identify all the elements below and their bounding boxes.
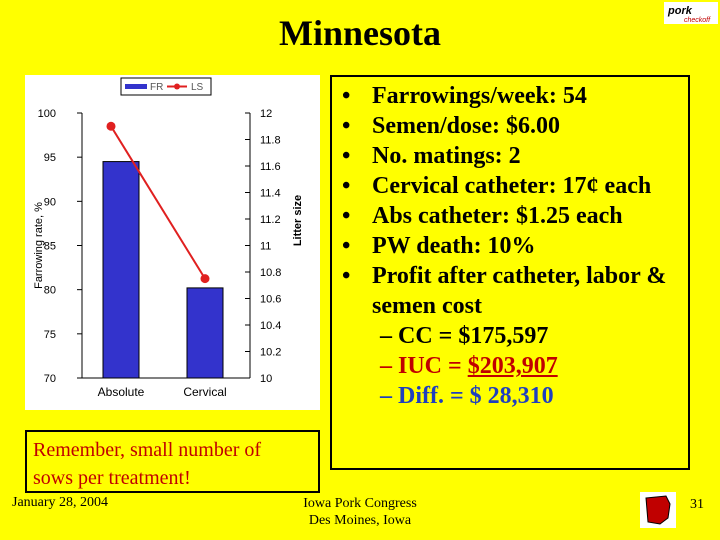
bullet-text: Profit after catheter, labor & semen cos… [372,263,667,319]
bullet-text: PW death: 10% [372,233,536,259]
footer-event: Iowa Pork Congress Des Moines, Iowa [270,495,450,529]
y-tick-label-right: 12 [260,108,272,120]
x-tick-label: Absolute [98,385,145,399]
bullet-text: Cervical catheter: 17¢ each [372,173,652,199]
legend-label-fr: FR [150,82,163,93]
y-tick-label-right: 10 [260,373,272,385]
slide-title: Minnesota [279,13,441,53]
y-tick-label-right: 11.8 [260,135,281,147]
bar-fr [102,161,140,379]
y-tick-label-right: 11.6 [260,161,281,173]
bullet-item: • Semen/dose: $6.00 [342,113,560,139]
point-ls [200,274,210,284]
legend-label-ls: LS [191,82,204,93]
sub-bullet-iuc: – IUC = $203,907 [380,353,558,379]
y-tick-label-right: 11 [260,241,271,253]
note-line-2: sows per treatment! [33,467,191,489]
sub-bullet-cc: – CC = $175,597 [380,323,549,349]
note-box: Remember, small number of sows per treat… [25,430,320,493]
sub-bullet-diff: – Diff. = $ 28,310 [380,383,554,409]
footer-event-line-2: Des Moines, Iowa [308,513,412,528]
line-ls [110,125,206,280]
y-tick-label-right: 11.2 [260,214,281,226]
logo-subtext: checkoff [684,17,711,24]
page-number: 31 [690,497,704,512]
legend-marker-ls [174,83,180,90]
logo-text: pork [667,5,693,17]
point-ls [106,121,116,131]
legend-swatch-fr [125,84,147,89]
y-tick-label-right: 10.8 [260,267,281,279]
y-tick-label-left: 90 [44,196,56,208]
y-tick-label-right: 10.6 [260,294,281,306]
footer-event-line-1: Iowa Pork Congress [303,496,417,511]
bullet-item: • Profit after catheter, labor & semen co… [342,263,667,319]
bullet-text: Abs catheter: $1.25 each [372,203,623,229]
bullet-list: • Farrowings/week: 54 • Semen/dose: $6.00 … [330,75,690,470]
bar-fr [186,287,224,379]
state-map-icon [640,492,676,528]
y-axis-label-left: Farrowing rate, % [33,202,45,289]
bullet-text: Farrowings/week: 54 [372,83,587,109]
y-axis-label-right: Litter size [292,195,304,246]
diff-value: Diff. = $ 28,310 [398,383,554,409]
chart-panel: 70 75 80 85 90 95 100 10 10.2 10.4 10.6 10.8 11 11.2 1… [25,75,320,410]
bullet-item: • Cervical catheter: 17¢ each [342,173,652,199]
y-tick-label-right: 10.4 [260,320,281,332]
iuc-label: IUC = [398,353,468,379]
y-tick-label-left: 70 [44,373,56,385]
pork-checkoff-logo: pork checkoff [664,2,718,24]
note-line-1: Remember, small number of [33,439,262,461]
footer-date: January 28, 2004 [12,495,109,510]
cc-value: CC = $175,597 [398,323,549,349]
legend-box [120,77,212,96]
y-tick-label-left: 100 [38,108,56,120]
bullet-text: Semen/dose: $6.00 [372,113,560,139]
y-tick-label-right: 11.4 [260,188,281,200]
y-tick-label-right: 10.2 [260,347,281,359]
bullet-item: • PW death: 10% [342,233,536,259]
y-tick-label-left: 95 [44,152,56,164]
bullet-item: • Abs catheter: $1.25 each [342,203,623,229]
bullet-text: No. matings: 2 [372,143,521,169]
bullet-item: • Farrowings/week: 54 [342,83,587,109]
iuc-value: $203,907 [467,353,558,379]
x-tick-label: Cervical [183,385,226,399]
farrowing-litter-chart: 70 75 80 85 90 95 100 10 10.2 10.4 10.6 10.8 11 11.2 1… [33,77,304,399]
y-tick-label-left: 80 [44,285,56,297]
y-tick-label-left: 85 [44,241,56,253]
bullet-item: • No. matings: 2 [342,143,521,169]
y-tick-label-left: 75 [44,329,56,341]
